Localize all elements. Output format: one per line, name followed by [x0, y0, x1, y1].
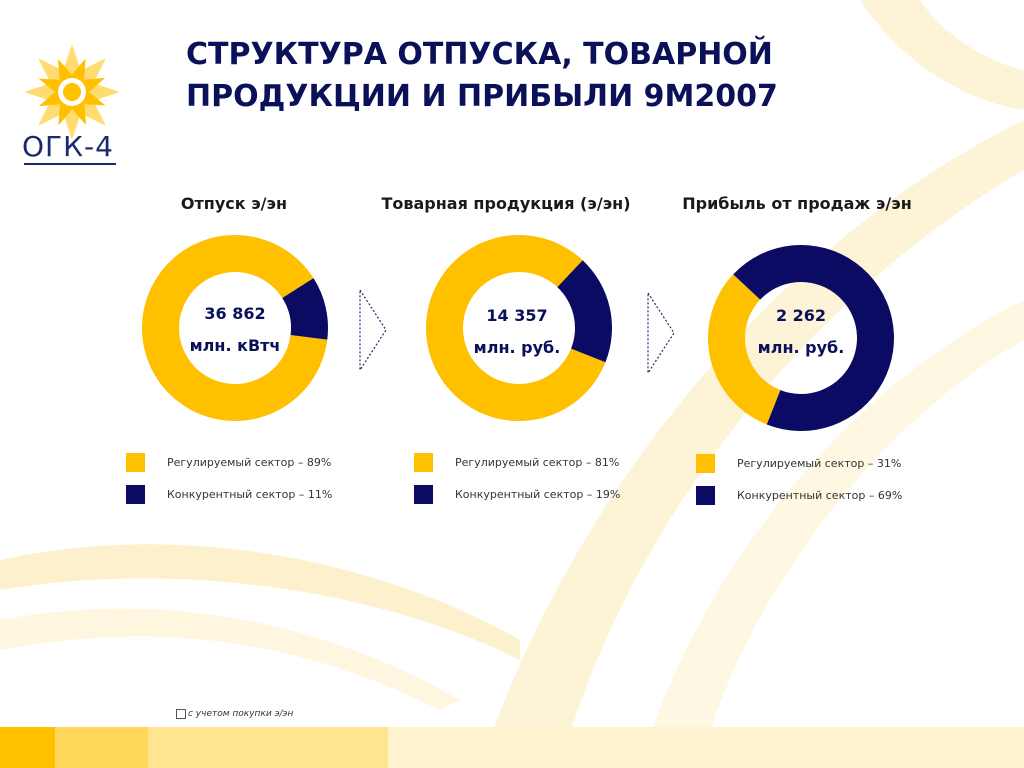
- donut-slice-regulated: [708, 274, 781, 425]
- center-value-1: 36 862: [204, 304, 266, 323]
- donut-slice-regulated: [426, 235, 606, 421]
- legend-item: Регулируемый сектор – 81%: [414, 452, 620, 472]
- legend-item: Конкурентный сектор – 19%: [414, 484, 620, 504]
- legend-label: Регулируемый сектор – 81%: [455, 455, 620, 469]
- legend-1: Регулируемый сектор – 89% Конкурентный с…: [126, 452, 332, 516]
- page-title: СТРУКТУРА ОТПУСКА, ТОВАРНОЙ ПРОДУКЦИИ И …: [186, 34, 846, 118]
- legend-item: Регулируемый сектор – 89%: [126, 452, 332, 472]
- slide-number-box: [18, 699, 54, 715]
- legend-swatch-regulated: [126, 452, 145, 472]
- footnote-text: с учетом покупки э/эн: [188, 709, 294, 719]
- legend-label: Конкурентный сектор – 19%: [455, 487, 621, 501]
- chart-title-1: Отпуск э/эн: [180, 194, 288, 213]
- legend-swatch-competitive: [126, 484, 145, 504]
- logo-underline: [24, 163, 116, 165]
- legend-2: Регулируемый сектор – 81% Конкурентный с…: [414, 452, 620, 516]
- arrow-right-icon: [359, 287, 387, 373]
- center-label-3: 2 262 млн. руб.: [741, 300, 861, 364]
- donut-chart-profit: [708, 245, 894, 431]
- chart-title-2: Товарная продукция (э/эн): [381, 194, 631, 213]
- band-segment: [388, 727, 1024, 768]
- legend-label: Конкурентный сектор – 11%: [167, 487, 333, 501]
- chart-title-3: Прибыль от продаж э/эн: [682, 194, 912, 213]
- bottom-band: [0, 727, 1024, 768]
- legend-label: Конкурентный сектор – 69%: [737, 488, 903, 502]
- title-line-1: СТРУКТУРА ОТПУСКА, ТОВАРНОЙ: [186, 37, 773, 72]
- legend-label: Регулируемый сектор – 89%: [167, 455, 332, 469]
- legend-swatch-competitive: [696, 485, 715, 505]
- donut-slice-competitive: [733, 245, 894, 431]
- band-segment: [148, 727, 388, 768]
- donut-slice-competitive: [557, 260, 612, 363]
- legend-swatch-regulated: [696, 453, 715, 473]
- logo-text: ОГК-4: [22, 130, 114, 163]
- legend-swatch-regulated: [414, 452, 433, 472]
- center-value-2: 14 357: [486, 306, 548, 325]
- footnote: с учетом покупки э/эн: [176, 709, 293, 719]
- center-unit-1: млн. кВтч: [189, 336, 281, 355]
- donut-chart-product: [426, 235, 612, 421]
- center-label-2: 14 357 млн. руб.: [457, 300, 577, 364]
- center-unit-2: млн. руб.: [473, 338, 561, 357]
- legend-item: Регулируемый сектор – 31%: [696, 453, 902, 473]
- legend-label: Регулируемый сектор – 31%: [737, 456, 902, 470]
- center-label-1: 36 862 млн. кВтч: [175, 298, 295, 362]
- legend-3: Регулируемый сектор – 31% Конкурентный с…: [696, 453, 902, 517]
- donut-slice-competitive: [282, 278, 328, 340]
- center-value-3: 2 262: [775, 306, 827, 325]
- band-segment: [0, 727, 55, 768]
- legend-item: Конкурентный сектор – 69%: [696, 485, 902, 505]
- center-unit-3: млн. руб.: [757, 338, 845, 357]
- band-segment: [55, 727, 148, 768]
- footnote-marker: [176, 709, 186, 719]
- donut-chart-supply: [141, 235, 328, 421]
- legend-item: Конкурентный сектор – 11%: [126, 484, 332, 504]
- donut-slice-regulated: [141, 235, 328, 421]
- ogk4-logo: [24, 44, 120, 140]
- title-line-2: ПРОДУКЦИИ И ПРИБЫЛИ 9М2007: [186, 79, 778, 114]
- legend-swatch-competitive: [414, 484, 433, 504]
- arrow-right-icon: [647, 290, 675, 376]
